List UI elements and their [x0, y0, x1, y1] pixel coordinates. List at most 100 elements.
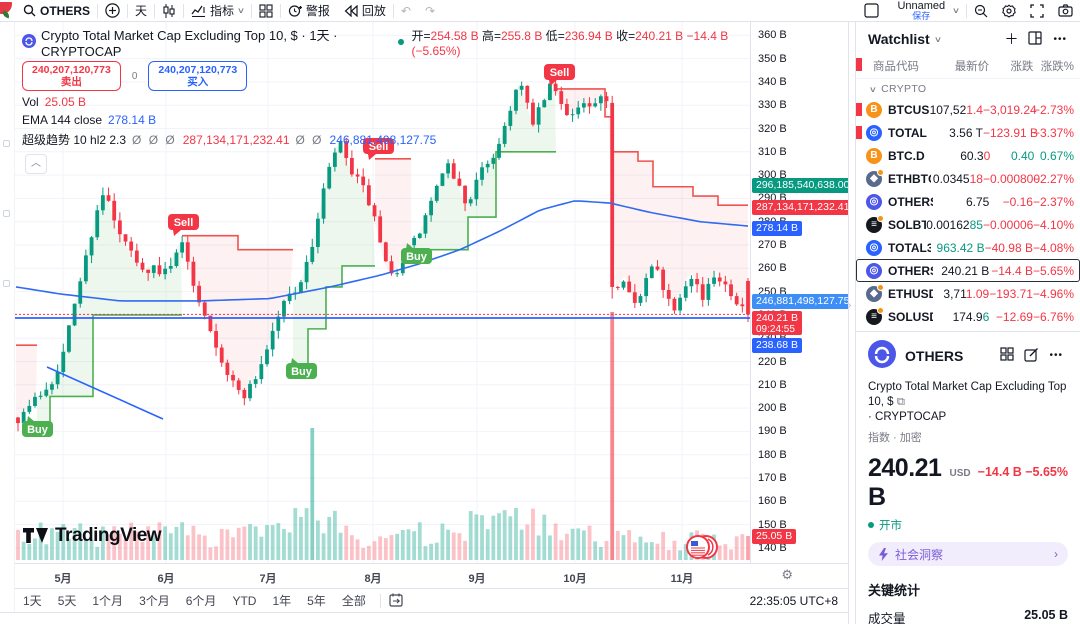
indicators-button[interactable]: 指标 ∨: [184, 0, 251, 21]
candlestick-chart[interactable]: Buy Sell Buy Sell Buy Sell: [15, 22, 750, 563]
sell-marker[interactable]: Sell: [168, 214, 199, 236]
range-button-5天[interactable]: 5天: [50, 592, 85, 609]
undo-button[interactable]: ↶: [394, 0, 418, 21]
price-tick-label: 140 B: [758, 541, 787, 554]
volume-indicator-row[interactable]: Vol 25.05 B: [22, 95, 87, 109]
range-button-全部[interactable]: 全部: [334, 592, 374, 609]
candle-body: [700, 284, 705, 300]
goto-date-button[interactable]: [389, 591, 404, 610]
layout-panel-button[interactable]: [857, 0, 886, 21]
detail-edit-button[interactable]: [1019, 347, 1044, 365]
watchlist-menu-button[interactable]: •••: [1048, 34, 1072, 45]
watchlist-row-TOTAL[interactable]: ◎ TOTAL 3.56 T −123.91 B −3.37%: [856, 121, 1080, 144]
range-button-1个月[interactable]: 1个月: [84, 592, 131, 609]
quick-search-button[interactable]: [967, 0, 995, 21]
red-flag-marker: [856, 58, 862, 71]
candle-body: [531, 102, 535, 125]
watchlist-row-ETHBTC[interactable]: ◆ ETHBTC0.034518−0.000800−2.27%: [856, 167, 1080, 190]
symbol-name: ETHBTC: [888, 171, 931, 186]
chart-title[interactable]: Crypto Total Market Cap Excluding Top 10…: [41, 28, 338, 59]
symbol-description[interactable]: Crypto Total Market Cap Excluding Top 10…: [868, 381, 1067, 423]
ema-indicator-row[interactable]: EMA 144 close 278.14 B: [22, 113, 157, 127]
price-axis[interactable]: 360 B 350 B 340 B 330 B 320 B 310 B 300 B 290 B…: [750, 22, 854, 563]
detail-grid-button[interactable]: [995, 347, 1019, 364]
external-link-icon[interactable]: ⧉: [896, 396, 905, 408]
watchlist-row-OTHERS[interactable]: ◎ OTHERS 6.75 −0.16 −2.37%: [856, 190, 1080, 213]
volume-bar: [89, 539, 94, 560]
candle-body: [576, 107, 581, 115]
watchlist-title[interactable]: Watchlist: [868, 31, 930, 47]
panel-collapse-icon[interactable]: ›: [848, 300, 852, 311]
last-price: 0.034518: [932, 171, 983, 186]
supertrend-indicator-row[interactable]: 超级趋势 10 hl2 2.3 Ø Ø Ø 287,134,171,232.41…: [22, 132, 437, 148]
detail-menu-button[interactable]: •••: [1044, 350, 1068, 361]
trendline[interactable]: [46, 366, 164, 420]
buy-marker[interactable]: Buy: [22, 416, 53, 437]
range-button-1年[interactable]: 1年: [264, 592, 299, 609]
range-button-YTD[interactable]: YTD: [224, 594, 264, 608]
panel-gutter[interactable]: ›: [848, 22, 855, 624]
watchlist-row-SOLBTC[interactable]: ≡ SOLBTC0.0016285−0.00006−4.10%: [856, 213, 1080, 236]
watchlist-grid-button[interactable]: [1023, 30, 1048, 48]
candle-body: [542, 100, 547, 108]
candle-body: [16, 417, 20, 424]
chart-style-button[interactable]: [155, 0, 183, 21]
candle-body: [451, 163, 456, 179]
detail-symbol-name[interactable]: OTHERS: [905, 347, 964, 364]
interval-button[interactable]: 天: [128, 0, 154, 21]
add-symbol-button[interactable]: ＋: [999, 29, 1023, 49]
watchlist-row-ETHUSD[interactable]: ◆ ETHUSD 3,711.09 −193.71 −4.96%: [856, 282, 1080, 305]
buy-marker[interactable]: Buy: [286, 358, 317, 379]
replay-button[interactable]: 回放: [337, 0, 393, 21]
settings-button[interactable]: [995, 0, 1023, 21]
fullscreen-button[interactable]: [1023, 0, 1051, 21]
volume-bar: [627, 530, 632, 560]
price-tag: 287,134,171,232.41: [752, 200, 854, 215]
price-tick-label: 340 B: [758, 75, 787, 88]
range-button-3个月[interactable]: 3个月: [131, 592, 178, 609]
volume-bar: [565, 533, 569, 560]
candle-body: [559, 91, 564, 104]
session-clock[interactable]: 22:35:05 UTC+8: [749, 594, 838, 608]
range-button-1天[interactable]: 1天: [15, 592, 50, 609]
watchlist-row-OTHERS[interactable]: ◎ OTHERS 240.21 B −14.4 B −5.65%: [856, 259, 1080, 282]
watchlist-row-SOLUSD[interactable]: ≡ SOLUSD 174.96 −12.69 −6.76%: [856, 305, 1080, 328]
symbol-logo-icon: [22, 33, 36, 51]
screenshot-button[interactable]: [1051, 0, 1080, 21]
buy-marker[interactable]: Buy: [401, 243, 432, 264]
symbol-icon: ◆: [866, 168, 884, 187]
redo-button[interactable]: ↷: [418, 0, 442, 21]
watchlist-column-headers[interactable]: 商品代码 最新价 涨跌 涨跌%: [856, 54, 1080, 79]
candle-body: [746, 280, 750, 315]
sell-marker[interactable]: Sell: [544, 64, 575, 86]
symbol-search-button[interactable]: OTHERS: [16, 0, 97, 21]
watchlist-row-BTC.D[interactable]: B BTC.D 60.30 0.40 0.67%: [856, 144, 1080, 167]
price-tick-label: 210 B: [758, 378, 787, 391]
layout-name-button[interactable]: Unnamed 保存 ∨: [886, 0, 966, 21]
candle-body: [361, 176, 366, 186]
chart-pane[interactable]: Buy Sell Buy Sell Buy Sell Crypto Total Marke…: [15, 22, 750, 563]
volume-bar: [474, 514, 479, 560]
legend-collapse-button[interactable]: ︿: [25, 154, 47, 174]
alert-button[interactable]: 警报: [281, 0, 337, 21]
axis-settings-gear-icon[interactable]: ⚙: [781, 567, 793, 582]
watchlist-group-row[interactable]: ∨ CRYPTO: [868, 83, 927, 95]
watchlist-row-TOTAL3[interactable]: ◎ TOTAL3 963.42 B −40.98 B −4.08%: [856, 236, 1080, 259]
change-value: −0.16: [1002, 194, 1033, 209]
volume-bar: [332, 510, 337, 560]
candle-body: [219, 347, 224, 363]
range-button-6个月[interactable]: 6个月: [178, 592, 225, 609]
sell-order-button[interactable]: 240,207,120,773 卖出: [22, 61, 121, 91]
candle-body: [491, 157, 496, 164]
watchlist-row-BTCUSD[interactable]: B BTCUSD107,521.4−3,019.24−2.73%: [856, 98, 1080, 121]
range-button-5年[interactable]: 5年: [299, 592, 334, 609]
events-coins-icon[interactable]: [686, 535, 718, 559]
layout-grid-button[interactable]: [252, 0, 280, 21]
sell-marker[interactable]: Sell: [363, 138, 394, 160]
social-insights-banner[interactable]: 社会洞察 ›: [868, 542, 1068, 566]
compare-button[interactable]: [98, 0, 127, 21]
buy-order-button[interactable]: 240,207,120,773 买入: [148, 61, 248, 91]
volume-bar: [655, 543, 660, 560]
time-axis[interactable]: ⚙ 5月 6月 7月 8月 9月 10月 11月: [15, 563, 848, 588]
month-label: 5月: [54, 573, 72, 585]
